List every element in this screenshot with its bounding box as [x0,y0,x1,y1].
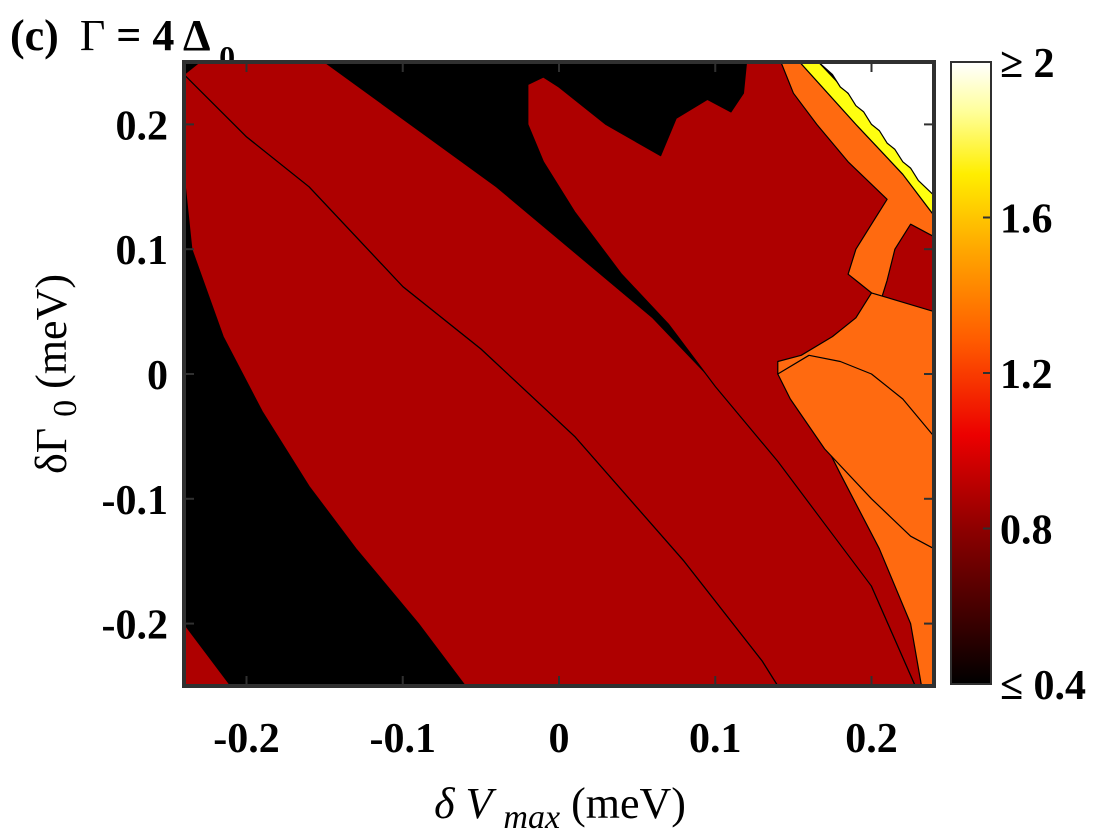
title-gamma-symbol: Γ [80,11,105,60]
y-tick-label: 0 [147,353,168,399]
x-tick-label: 0.1 [689,716,742,762]
title-panel-label: (c) [10,11,59,60]
y-axis-label-subscript: 0 [47,400,84,417]
contour-region-orange [777,354,934,550]
contour-region-white [817,62,934,197]
x-tick-label: -0.1 [370,716,437,762]
y-axis-label: δΓ 0 (meV) [27,274,86,474]
colorbar-tick-label: ≥ 2 [1000,41,1055,87]
x-axis-label: δ V max (meV) [434,779,686,838]
x-tick-label: -0.2 [213,716,280,762]
x-axis-label-unit: (meV) [571,779,686,828]
x-tick-label: 0.2 [845,716,898,762]
y-axis-label-unit: (meV) [27,274,76,389]
colorbar-tick-label: 1.2 [1000,352,1053,398]
colorbar-tick-label: 1.6 [1000,197,1053,243]
title-delta-symbol: Δ [183,11,210,60]
y-tick-label: 0.1 [116,228,169,274]
y-tick-label: -0.1 [102,478,169,524]
x-axis-label-subscript: max [503,799,560,836]
colorbar-ticks: ≤ 0.4 0.8 1.2 1.6 ≥ 2 [983,41,1086,709]
x-axis-label-prefix: δ [434,779,456,828]
y-tick-label: -0.2 [102,603,169,649]
contour-region-red [184,73,779,686]
colorbar-tick-label: ≤ 0.4 [1000,663,1086,709]
contour-region-red [184,622,232,686]
x-axis-label-variable: V [466,779,498,828]
y-axis-label-prefix: δΓ [27,428,76,474]
plot-frame [182,60,936,688]
colorbar-tick-label: 0.8 [1000,508,1053,554]
x-tick-label: 0 [549,716,570,762]
x-axis: -0.2 -0.1 0 0.1 0.2 [213,62,898,762]
y-tick-label: 0.2 [116,103,169,149]
y-axis: -0.2 -0.1 0 0.1 0.2 [102,103,934,649]
title-equals: = 4 [116,11,174,60]
plot-area [184,62,934,686]
